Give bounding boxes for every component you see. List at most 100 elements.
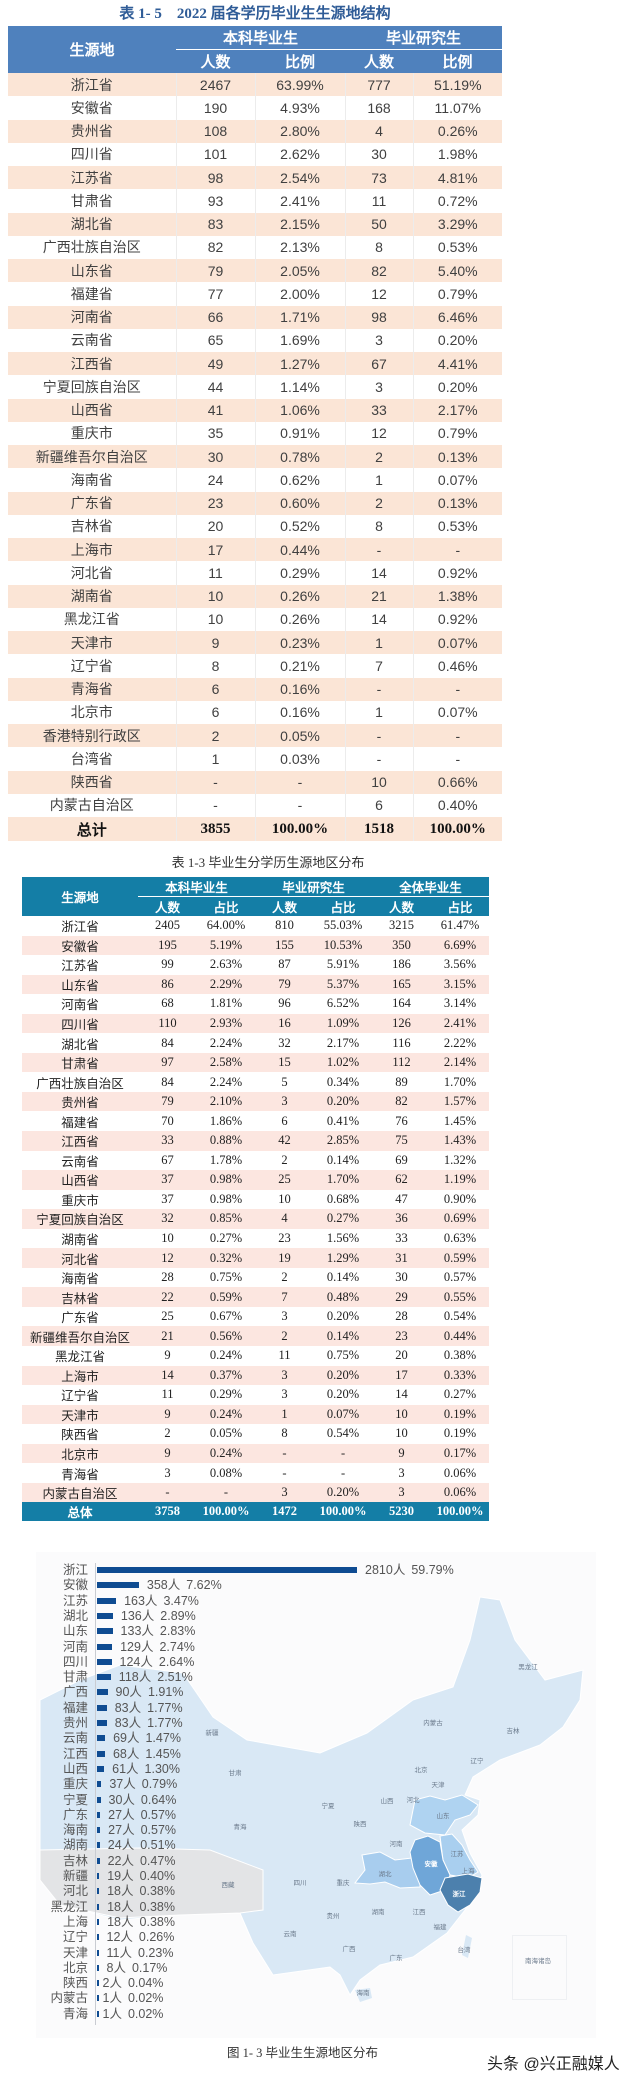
percent-label: 1.77% — [147, 1700, 183, 1715]
table-row: 重庆市 35 0.91% 12 0.79% — [8, 421, 503, 445]
table-row: 吉林省 20 0.52% 8 0.53% — [8, 514, 503, 538]
table-row: 天津市 9 0.23% 1 0.07% — [8, 631, 503, 655]
category-label: 辽宁 — [62, 1930, 88, 1945]
value-cell: 1.06% — [254, 398, 346, 422]
map-province-label: 辽宁 — [470, 1758, 484, 1765]
value-cell: 0.20% — [314, 1482, 373, 1503]
table-row: 湖北省 84 2.24% 32 2.17% 116 2.22% — [22, 1033, 489, 1053]
table-row: 四川省 110 2.93% 16 1.09% 126 2.41% — [22, 1013, 490, 1034]
total-value: 1518 — [344, 817, 414, 841]
data-label: 90人 1.91% — [116, 1685, 184, 1699]
table1-header-undergrad: 本科毕业生 — [176, 26, 346, 50]
unit-label: 人 — [109, 2006, 122, 2021]
bar — [97, 1811, 101, 1818]
total-value: 100.00% — [412, 817, 503, 841]
data-label: 124人 2.64% — [120, 1655, 195, 1669]
region-cell: 河南省 — [61, 998, 99, 1013]
value-label: 18 — [107, 1884, 121, 1899]
value-cell: 10 — [278, 1191, 291, 1206]
value-cell: 2.62% — [254, 142, 346, 166]
value-cell: 21 — [344, 584, 414, 608]
value-cell: 19 — [255, 1248, 315, 1268]
region-cell: 天津市 — [22, 1404, 138, 1425]
value-label: 68 — [112, 1746, 127, 1761]
value-cell: 0.08% — [209, 1465, 243, 1480]
value-cell: 1.45% — [443, 1113, 477, 1128]
category-label: 新疆 — [62, 1869, 88, 1883]
map-shandong — [409, 1794, 479, 1836]
value-cell: 2 — [344, 491, 414, 515]
map-province-label: 宁夏 — [321, 1803, 335, 1810]
value-cell: - — [314, 1443, 373, 1464]
category-label: 陕西 — [62, 1976, 88, 1991]
value-cell: 9 — [138, 1404, 197, 1425]
value-label: 22 — [107, 1853, 122, 1868]
region-cell: 江苏省 — [61, 959, 99, 974]
value-cell: 70 — [161, 1113, 174, 1128]
value-label: 1 — [102, 1991, 110, 2006]
value-cell: 1.56% — [326, 1231, 360, 1246]
value-cell: 1.81% — [209, 996, 243, 1011]
map-hubei — [354, 1851, 421, 1889]
bar — [97, 1827, 101, 1834]
map-province-label: 河南 — [389, 1841, 403, 1848]
map-province-label: 云南 — [283, 1931, 297, 1938]
value-cell: 36 — [372, 1209, 432, 1229]
value-cell: 1.02% — [314, 1052, 373, 1073]
unit-label: 人 — [109, 1976, 122, 1991]
table1-title: 表 1- 5 2022 届各学历毕业生生源地结构 — [119, 6, 391, 22]
unit-label: 人 — [122, 1807, 135, 1822]
value-cell: 2.14% — [431, 1052, 490, 1073]
value-cell: 29 — [372, 1287, 432, 1307]
table-row: 新疆维吾尔自治区 30 0.78% 2 0.13% — [8, 445, 503, 469]
value-cell: 2 — [281, 1152, 288, 1167]
value-cell: 0.72% — [412, 189, 503, 213]
table-row: 浙江省 2467 63.99% 777 51.19% — [8, 73, 503, 97]
table2: 生源地 本科毕业生 毕业研究生 全体毕业生 人数 占比 人数 占比 人数 占比 … — [22, 877, 490, 1522]
region-cell: 上海市 — [8, 538, 176, 562]
table-row: 宁夏回族自治区 44 1.14% 3 0.20% — [8, 375, 503, 399]
value-cell: 14 — [344, 607, 414, 631]
region-cell: 吉林省 — [70, 518, 113, 535]
unit-label: 人 — [119, 1945, 132, 1960]
region-cell: 湖南省 — [8, 584, 176, 608]
value-cell: 73 — [344, 166, 414, 190]
region-cell: 香港特别行政区 — [8, 724, 176, 748]
value-cell: 2.17% — [412, 398, 503, 422]
table2-header-count: 人数 — [255, 896, 315, 916]
region-cell: 山东省 — [8, 259, 176, 283]
value-cell: 2.24% — [209, 1035, 243, 1050]
table-row: 江西省 33 0.88% 42 2.85% 75 1.43% — [22, 1131, 490, 1151]
map-province-label: 青海 — [233, 1824, 247, 1831]
value-cell: 10 — [175, 584, 255, 608]
percent-label: 59.79% — [411, 1563, 454, 1577]
bar — [97, 1980, 99, 1987]
unit-label: 人 — [121, 1853, 134, 1868]
value-cell: 22 — [138, 1287, 197, 1307]
value-cell: 1.69% — [254, 328, 346, 352]
table-row: 青海省 6 0.16% - - — [8, 677, 503, 701]
value-cell: 5.19% — [197, 935, 256, 956]
value-cell: 49 — [175, 352, 255, 376]
value-cell: 0.46% — [412, 654, 503, 678]
region-cell: 海南省 — [70, 471, 113, 488]
map-province-label: 贵州 — [326, 1913, 340, 1920]
south-china-sea-inset — [512, 1935, 567, 2000]
percent-label: 0.57% — [140, 1823, 177, 1838]
percent-label: 0.26% — [138, 1930, 175, 1945]
value-cell: 777 — [344, 73, 414, 97]
data-label: 11人 0.23% — [107, 1946, 174, 1960]
unit-label: 人 — [126, 1746, 140, 1761]
data-label: 19人 0.40% — [107, 1869, 175, 1883]
value-cell: 0.13% — [412, 445, 503, 469]
region-cell: 湖北省 — [61, 1037, 99, 1052]
value-cell: 89 — [395, 1074, 408, 1089]
value-cell: 0.27% — [314, 1209, 373, 1229]
value-label: 61 — [112, 1761, 127, 1776]
value-cell: 3 — [255, 1091, 315, 1112]
table-row: 江西省 49 1.27% 67 4.41% — [8, 352, 503, 376]
percent-label: 1.77% — [147, 1716, 183, 1730]
value-label: 124 — [119, 1654, 141, 1669]
value-cell: - — [412, 677, 503, 701]
value-cell: 8 — [344, 514, 414, 538]
